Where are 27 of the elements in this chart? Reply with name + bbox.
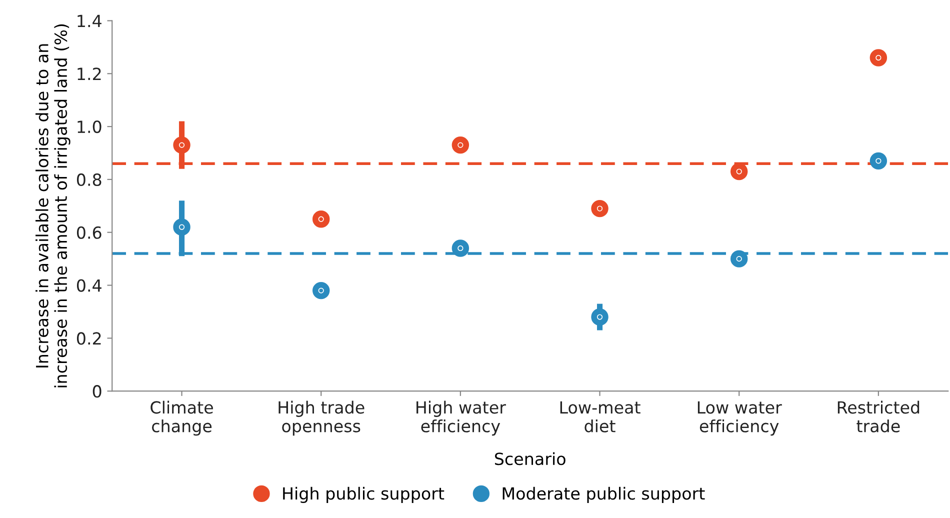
y-tick-label: 1.2 [78, 68, 101, 80]
y-tick-label: 1.4 [78, 14, 102, 28]
point [870, 152, 888, 170]
point [452, 136, 470, 154]
point [730, 162, 748, 180]
y-axis-title: Increase in available calories due to an increase in the amount of irrigated land (%) [36, 24, 70, 388]
point [591, 200, 608, 218]
x-tick-label: High water efficiency [416, 400, 506, 436]
point [730, 250, 748, 268]
x-tick-label: Climate change [150, 400, 213, 436]
y-tick-label: 0.6 [76, 226, 102, 239]
y-tick-label: 1.0 [78, 120, 102, 134]
point [312, 210, 330, 228]
x-axis-title: Scenario [494, 452, 566, 466]
y-tick-label: 0.8 [76, 173, 102, 186]
point [870, 49, 888, 66]
y-tick-label: 0 [92, 385, 102, 398]
point [312, 282, 330, 300]
legend-label: Moderate public support [502, 486, 705, 503]
x-tick-label: Low-meat diet [560, 401, 640, 432]
legend-label: High public support [283, 486, 444, 503]
y-tick-label: 0.2 [76, 332, 101, 345]
point [452, 240, 470, 257]
x-tick-label: High trade openness [278, 400, 364, 436]
x-tick-label: Restricted trade [838, 400, 920, 432]
y-tick-label: 0.4 [76, 279, 102, 292]
x-tick-label: Low water efficiency [698, 401, 782, 436]
